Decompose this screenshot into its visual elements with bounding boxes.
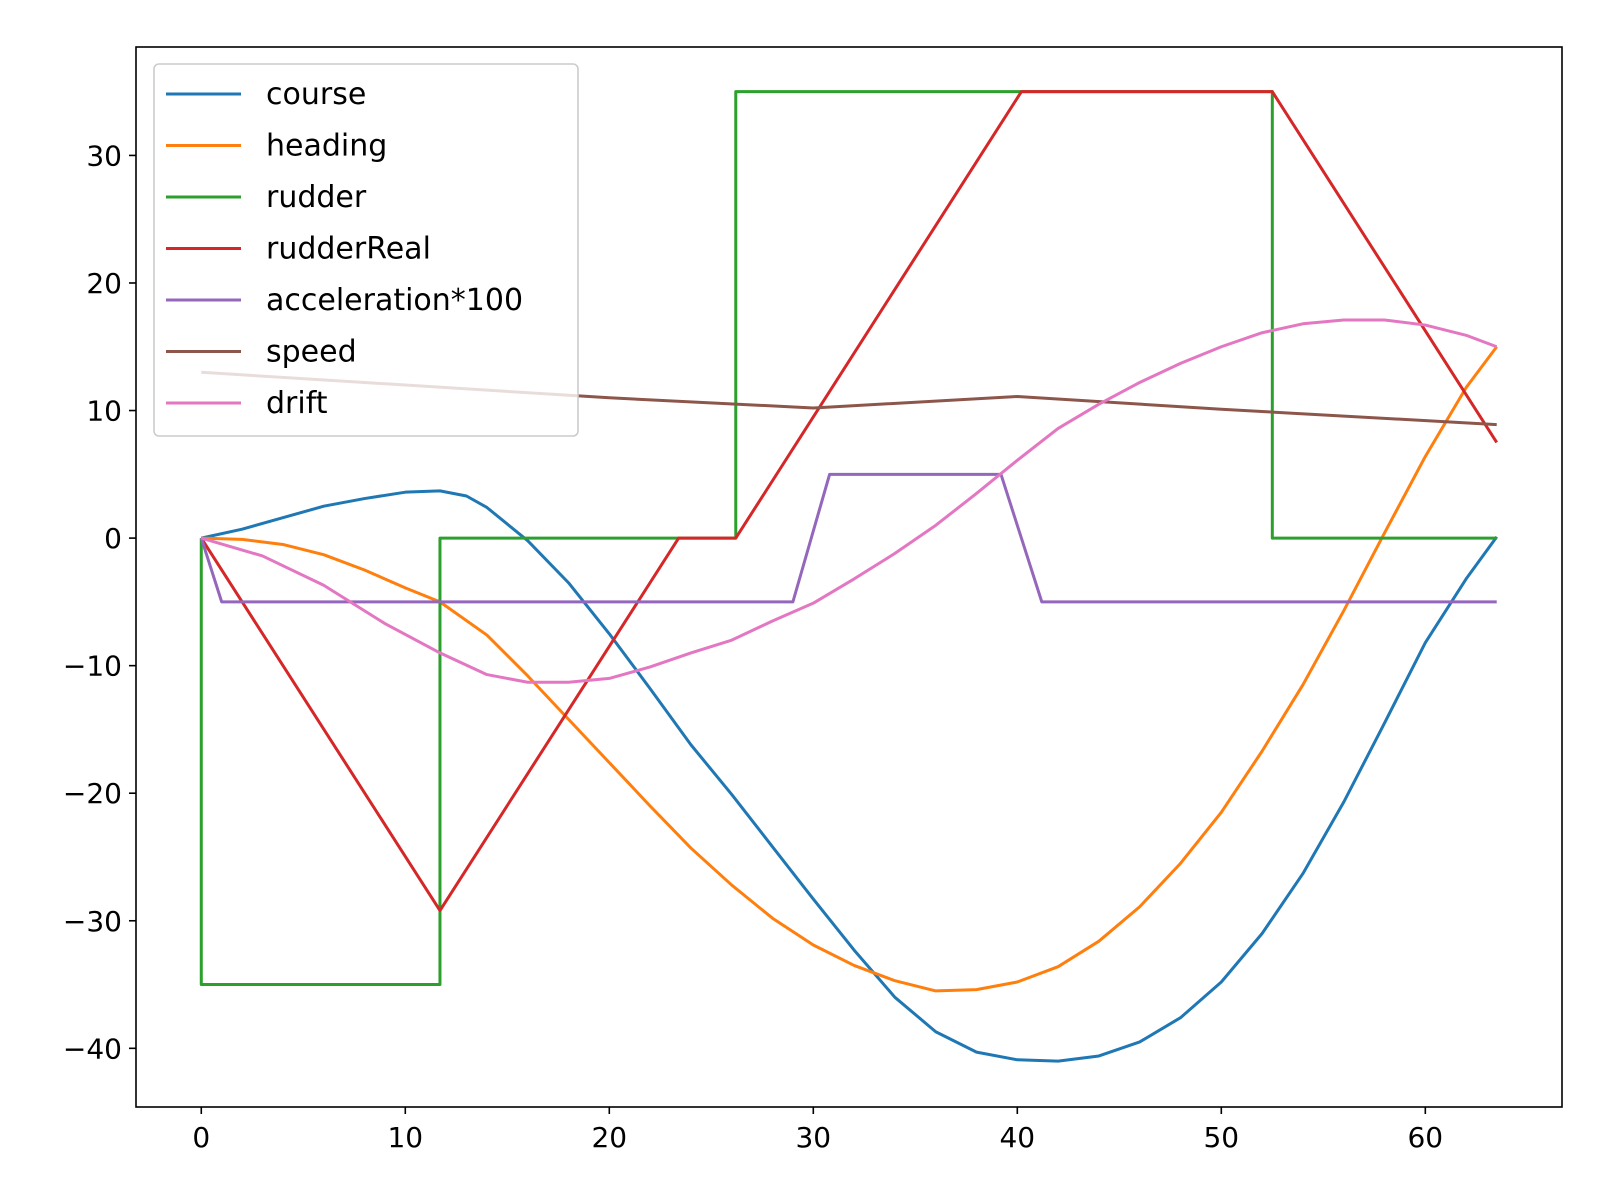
x-tick-label: 40 [999,1121,1035,1154]
series-layer [199,90,1498,1063]
legend-label-5: speed [266,335,357,370]
legend-box [153,63,579,437]
legend-label-6: drift [266,386,328,421]
x-tick-label: 50 [1203,1121,1239,1154]
series-line-4 [199,472,1497,604]
y-tick-label: 0 [104,522,122,555]
y-tick-label: −10 [63,650,122,683]
y-tick-label: −40 [63,1032,122,1065]
series-line-0 [200,489,1498,1063]
legend-label-3: rudderReal [266,232,431,267]
y-tick-label: −30 [63,905,122,938]
axes-layer: 0 10 20 30 40 50 60 −40 −30 −20 −10 0 10 20 30 [63,46,1563,1154]
y-tick-label: 30 [86,139,122,172]
series-line-3 [200,90,1498,913]
y-tick-label: 10 [86,395,122,428]
y-tick-label: −20 [63,777,122,810]
y-tick-label: 20 [86,267,122,300]
legend: course heading rudder rudderReal acceleratio… [153,63,579,437]
x-tick-label: 10 [387,1121,423,1154]
legend-label-1: heading [266,129,387,164]
legend-label-0: course [266,77,366,112]
series-line-1 [201,345,1498,993]
x-tick-label: 20 [591,1121,627,1154]
plot-frame [135,46,1563,1108]
x-tick-label: 60 [1407,1121,1443,1154]
legend-label-4: acceleration*100 [266,283,523,318]
x-tick-label: 30 [795,1121,831,1154]
series-line-6 [200,318,1498,684]
legend-label-2: rudder [266,180,367,215]
x-tick-label: 0 [192,1121,210,1154]
